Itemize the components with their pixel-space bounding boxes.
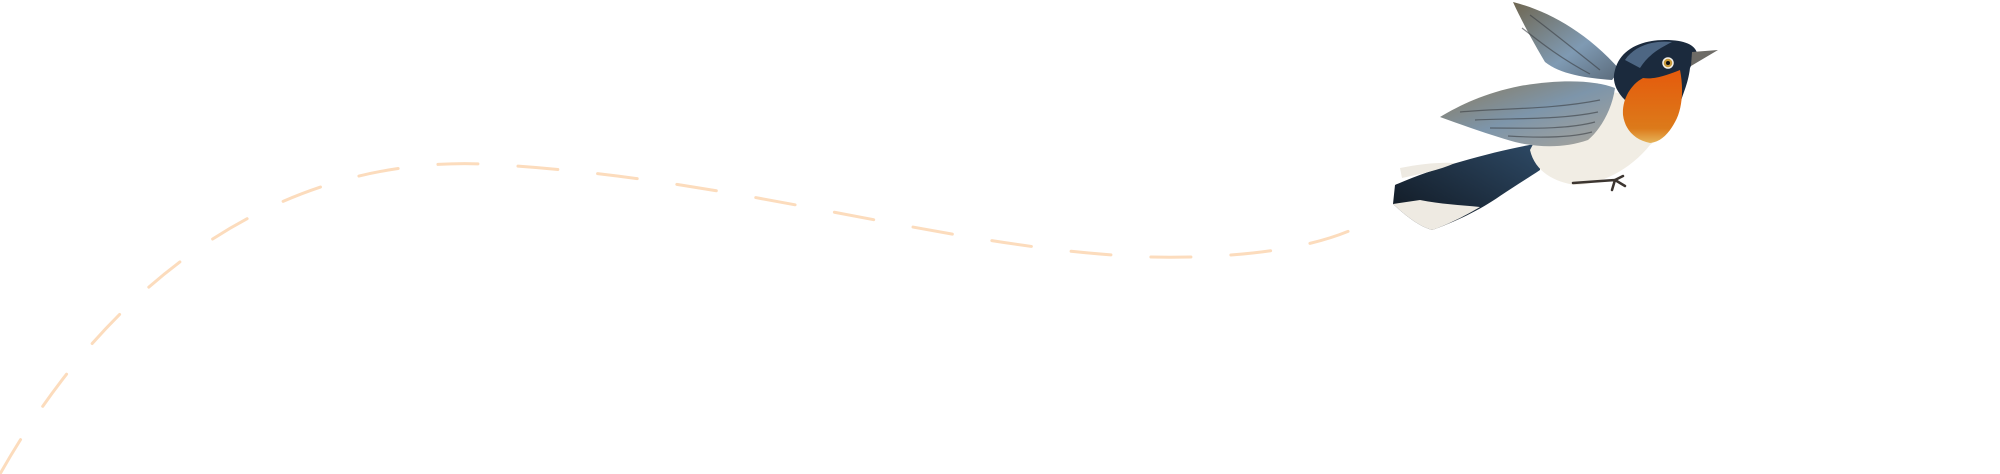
- bird-tail-white-tips: [1393, 162, 1480, 230]
- bird-wing-feather-lines: [1459, 14, 1601, 138]
- bird-beak: [1691, 50, 1718, 66]
- dashed-flight-path: [0, 162, 1362, 474]
- bird-upper-wing: [1513, 2, 1620, 80]
- bird-illustration: [1393, 2, 1718, 230]
- bird-crown-highlight: [1625, 41, 1672, 68]
- bird-lower-wing: [1440, 81, 1615, 147]
- bird-legs: [1571, 174, 1627, 192]
- bird-throat: [1622, 70, 1683, 143]
- bird-pupil: [1666, 61, 1670, 65]
